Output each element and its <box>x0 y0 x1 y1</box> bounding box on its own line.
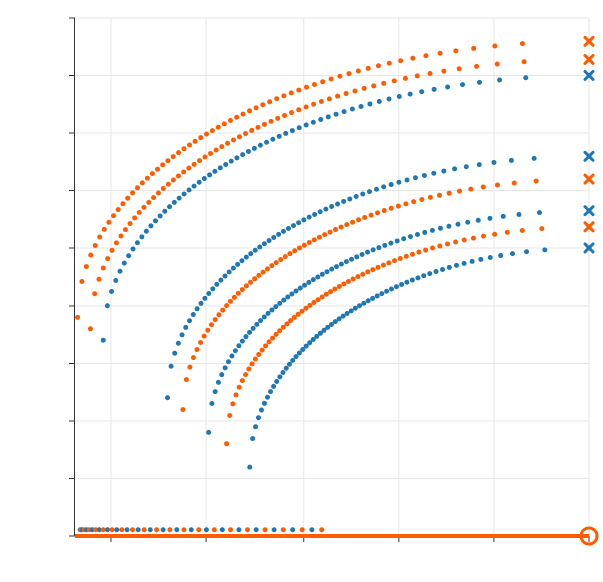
chart <box>0 0 603 582</box>
chart-bg <box>0 0 603 582</box>
chart-svg <box>0 0 603 582</box>
